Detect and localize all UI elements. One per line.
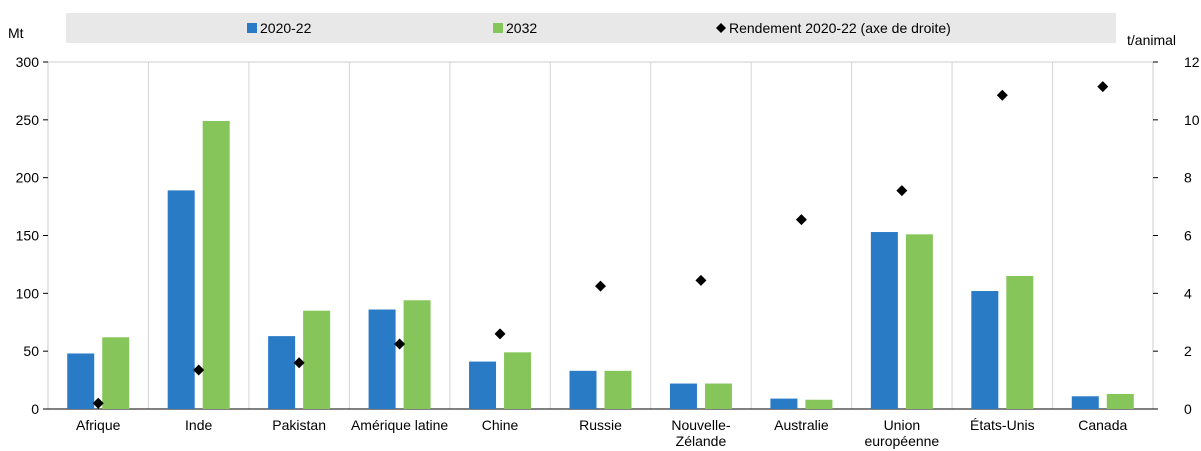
bar-2020-22 xyxy=(67,353,95,409)
left-tick-label: 300 xyxy=(16,54,40,70)
bar-2032 xyxy=(303,310,331,409)
yield-point xyxy=(394,338,406,350)
legend-marker-diamond xyxy=(716,23,726,33)
yield-point xyxy=(996,89,1008,101)
category-label-line: Russie xyxy=(579,417,622,433)
right-tick-label: 0 xyxy=(1184,401,1192,417)
left-tick-label: 250 xyxy=(16,112,40,128)
x-axis-labels: Afrique Inde Pakistan Amérique latine Chine R… xyxy=(76,417,1127,449)
legend-background xyxy=(66,13,1116,43)
bar-2032 xyxy=(805,399,833,409)
category-label: Russie xyxy=(579,417,622,433)
category-label-line: Inde xyxy=(185,417,212,433)
legend: 2020-22 2032 Rendement 2020-22 (axe de dro… xyxy=(66,13,1116,43)
yield-point xyxy=(595,280,606,292)
right-tick-label: 4 xyxy=(1184,285,1192,301)
category-label: Amérique latine xyxy=(351,417,448,433)
bar-2020-22 xyxy=(368,309,396,409)
bar-2020-22 xyxy=(669,383,697,409)
bar-2020-22 xyxy=(167,190,195,409)
yield-point xyxy=(193,364,205,376)
category-label-line: Amérique latine xyxy=(351,417,448,433)
legend-swatch-2020-22 xyxy=(247,23,257,33)
yield-point xyxy=(494,328,506,340)
category-label: Chine xyxy=(482,417,519,433)
category-label: Nouvelle-Zélande xyxy=(671,417,730,449)
category-label: Inde xyxy=(185,417,212,433)
bars xyxy=(67,120,1134,410)
bar-2020-22 xyxy=(469,361,497,409)
category-label-line: Union xyxy=(884,417,921,433)
category-label: Afrique xyxy=(76,417,121,433)
bar-2032 xyxy=(202,120,230,410)
category-label-line: Afrique xyxy=(76,417,121,433)
left-tick-label: 100 xyxy=(16,285,40,301)
right-axis-unit: t/animal xyxy=(1127,32,1176,48)
bar-2032 xyxy=(1006,275,1034,409)
yield-point xyxy=(896,185,908,197)
category-label-line: Chine xyxy=(482,417,519,433)
category-label-line: européenne xyxy=(864,433,939,449)
bar-2020-22 xyxy=(268,336,296,409)
bar-2032 xyxy=(905,234,933,409)
bar-2020-22 xyxy=(569,370,597,409)
left-axis-unit: Mt xyxy=(8,25,24,41)
bar-2020-22 xyxy=(770,398,798,409)
right-tick-label: 6 xyxy=(1184,228,1192,244)
bar-2032 xyxy=(604,370,632,409)
right-tick-label: 8 xyxy=(1184,170,1192,186)
bar-2032 xyxy=(704,383,732,409)
legend-label: Rendement 2020-22 (axe de droite) xyxy=(729,20,951,36)
yield-point xyxy=(695,274,707,286)
category-label-line: Australie xyxy=(774,417,829,433)
left-tick-label: 200 xyxy=(16,170,40,186)
yield-point xyxy=(1097,81,1109,93)
bar-2032 xyxy=(504,352,532,409)
category-label-line: États-Unis xyxy=(970,417,1035,433)
grid xyxy=(47,61,1154,410)
legend-label: 2020-22 xyxy=(260,20,312,36)
right-y-axis: 0 2 4 6 8 10 12 xyxy=(1153,54,1200,417)
category-label: Australie xyxy=(774,417,829,433)
right-tick-label: 2 xyxy=(1184,343,1192,359)
right-tick-label: 12 xyxy=(1184,54,1200,70)
category-label-line: Nouvelle- xyxy=(671,417,730,433)
left-tick-label: 50 xyxy=(23,343,39,359)
yield-points xyxy=(92,81,1109,409)
legend-swatch-2032 xyxy=(493,23,503,33)
bar-2032 xyxy=(102,337,130,409)
left-tick-label: 0 xyxy=(31,401,39,417)
category-label: Pakistan xyxy=(272,417,326,433)
bar-2020-22 xyxy=(870,232,898,409)
category-label-line: Zélande xyxy=(676,433,727,449)
bar-2020-22 xyxy=(1071,396,1099,409)
yield-point xyxy=(293,357,305,369)
legend-label: 2032 xyxy=(506,20,537,36)
category-label: Canada xyxy=(1078,417,1127,433)
category-label-line: Pakistan xyxy=(272,417,326,433)
yield-point xyxy=(92,397,104,409)
bar-2032 xyxy=(403,300,431,409)
bar-2020-22 xyxy=(971,291,999,409)
yield-point xyxy=(795,214,807,226)
category-label: États-Unis xyxy=(970,417,1035,433)
left-y-axis: 0 50 100 150 200 250 300 xyxy=(16,54,48,417)
bar-2032 xyxy=(1106,393,1134,409)
left-tick-label: 150 xyxy=(16,228,40,244)
category-label: Union européenne xyxy=(864,417,939,449)
right-tick-label: 10 xyxy=(1184,112,1200,128)
category-label-line: Canada xyxy=(1078,417,1127,433)
